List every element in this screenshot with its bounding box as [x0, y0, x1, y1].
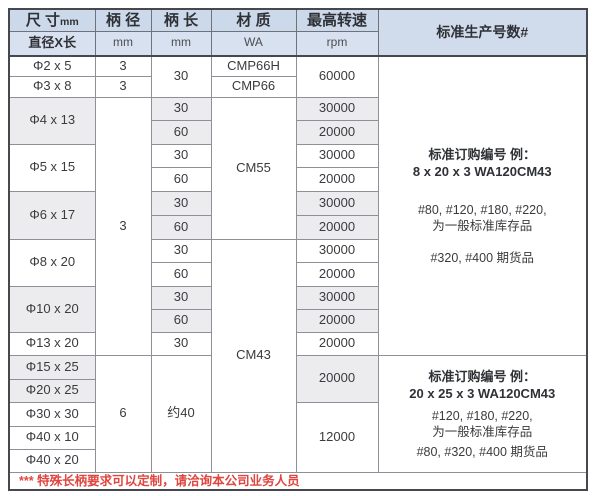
subheader-material: WA [210, 30, 297, 57]
subheader-max-speed-unit: rpm [295, 30, 379, 57]
table-row: 60 20000 [9, 308, 587, 333]
size-cell: Φ6 x 17 [8, 190, 96, 240]
size-cell: Φ15 x 25 [8, 354, 96, 380]
shank-diameter-cell: 6 [94, 354, 152, 473]
material-cell: CMP66 [210, 75, 297, 98]
material-cell: CM55 [210, 96, 297, 240]
spec-table: 尺 寸mm 柄 径 柄 长 材 质 最高转速 标准生产号数# 直径X长 mm m… [8, 8, 588, 491]
table-row: Φ3 x 8 3 CMP66 [8, 75, 587, 98]
size-cell: Φ40 x 10 [8, 425, 96, 450]
table-row: Φ4 x 13 3 30 CM55 30000 [8, 96, 587, 356]
footer-note: *** 特殊长柄要求可以定制，请洽询本公司业务人员 [8, 471, 588, 491]
shank-length-cell: 30 [150, 285, 212, 310]
rpm-cell: 20000 [295, 331, 379, 356]
shank-length-cell: 60 [150, 214, 212, 240]
rpm-cell: 30000 [295, 285, 379, 310]
stock-line: 为一般标准库存品 [432, 218, 533, 233]
rpm-cell: 20000 [295, 214, 379, 240]
stock-line: 为一般标准库存品 [432, 424, 533, 439]
shank-length-cell: 约40 [150, 354, 212, 473]
header-std-production-numbers: 标准生产号数# [377, 8, 588, 57]
shank-length-cell: 60 [150, 166, 212, 192]
size-cell: Φ30 x 30 [8, 401, 96, 427]
shank-length-cell: 30 [150, 190, 212, 216]
table-row: Φ13 x 20 30 20000 [8, 331, 587, 356]
size-cell: Φ4 x 13 [8, 96, 96, 145]
header-material: 材 质 [210, 8, 297, 32]
shank-length-cell: 30 [150, 238, 212, 263]
shank-diameter-cell: 3 [94, 75, 152, 98]
size-cell: Φ8 x 20 [8, 238, 96, 287]
shank-length-cell: 30 [150, 55, 212, 98]
header-row-2: 直径X长 mm mm WA rpm [8, 30, 587, 57]
table-row: Φ6 x 17 30 30000 [8, 190, 587, 240]
rpm-cell: 30000 [295, 143, 379, 168]
futures-line: #80, #320, #400 期货品 [416, 444, 548, 459]
shank-length-cell: 30 [150, 331, 212, 356]
rpm-cell: 20000 [295, 354, 379, 403]
futures-line: #320, #400 期货品 [430, 250, 535, 265]
shank-length-cell: 30 [150, 96, 212, 121]
header-shank-diameter: 柄 径 [94, 8, 152, 32]
rpm-cell: 20000 [295, 166, 379, 192]
size-cell: Φ2 x 5 [8, 55, 96, 77]
header-shank-length: 柄 长 [150, 8, 212, 32]
order-example-bottom: 标准订购编号 例： 20 x 25 x 3 WA120CM43 #120, #1… [377, 354, 588, 473]
order-code: 8 x 20 x 3 WA120CM43 [412, 163, 552, 179]
rpm-cell: 20000 [295, 119, 379, 145]
order-example-top: 标准订购编号 例： 8 x 20 x 3 WA120CM43 #80, #120… [377, 55, 588, 356]
shank-diameter-cell: 3 [94, 96, 152, 356]
order-code: 20 x 25 x 3 WA120CM43 [409, 385, 556, 401]
shank-length-cell: 60 [150, 119, 212, 145]
shank-diameter-cell: 3 [94, 55, 152, 77]
shank-length-cell: 60 [150, 261, 212, 287]
header-size-title: 尺 寸 [25, 11, 60, 29]
header-size: 尺 寸mm [8, 8, 96, 32]
table-row: Φ30 x 30 12000 [8, 401, 587, 473]
table-row: 60 20000 [9, 119, 587, 145]
rpm-cell: 60000 [295, 55, 379, 98]
rpm-cell: 20000 [295, 308, 379, 333]
order-heading: 标准订购编号 例： [428, 368, 537, 384]
header-row-1: 尺 寸mm 柄 径 柄 长 材 质 最高转速 标准生产号数# [8, 8, 588, 57]
stock-line: #80, #120, #180, #220, [417, 202, 547, 217]
material-cell: CMP66H [210, 55, 297, 77]
table-row: Φ10 x 20 30 30000 [8, 285, 587, 333]
rpm-cell: 30000 [295, 190, 379, 216]
stock-line: #120, #180, #220, [431, 408, 533, 423]
subheader-size: 直径X长 [8, 30, 96, 57]
size-cell: Φ20 x 25 [8, 378, 96, 403]
table-row: 60 20000 [9, 214, 587, 240]
subheader-shank-length-unit: mm [150, 30, 212, 57]
table-row: Φ15 x 25 6 约40 20000 标准订购编号 例： 20 x 25 x… [8, 354, 588, 473]
material-cell: CM43 [210, 238, 297, 473]
size-cell: Φ5 x 15 [8, 143, 96, 192]
order-example-top-content: 标准订购编号 例： 8 x 20 x 3 WA120CM43 #80, #120… [379, 146, 586, 266]
rpm-cell: 12000 [295, 401, 379, 473]
rpm-cell: 20000 [295, 261, 379, 287]
table-row: 60 20000 [9, 166, 587, 192]
rpm-cell: 30000 [295, 96, 379, 121]
order-example-bottom-content: 标准订购编号 例： 20 x 25 x 3 WA120CM43 #120, #1… [379, 368, 586, 460]
table-row: Φ40 x 10 [8, 425, 587, 450]
size-cell: Φ40 x 20 [8, 448, 96, 473]
shank-length-cell: 30 [150, 143, 212, 168]
rpm-cell: 30000 [295, 238, 379, 263]
footer-note-row: *** 特殊长柄要求可以定制，请洽询本公司业务人员 [8, 471, 588, 491]
table-row: 60 20000 [9, 261, 587, 287]
table-row: Φ40 x 20 [8, 448, 587, 473]
size-cell: Φ13 x 20 [8, 331, 96, 356]
header-size-unit: mm [59, 15, 79, 28]
header-max-speed: 最高转速 [295, 8, 379, 32]
order-heading: 标准订购编号 例： [428, 146, 537, 162]
shank-length-cell: 60 [150, 308, 212, 333]
size-cell: Φ3 x 8 [8, 75, 96, 98]
size-cell: Φ10 x 20 [8, 285, 96, 333]
table-row: Φ2 x 5 3 30 CMP66H 60000 标准订购编号 例： 8 x 2… [8, 55, 588, 356]
subheader-shank-diameter-unit: mm [94, 30, 152, 57]
